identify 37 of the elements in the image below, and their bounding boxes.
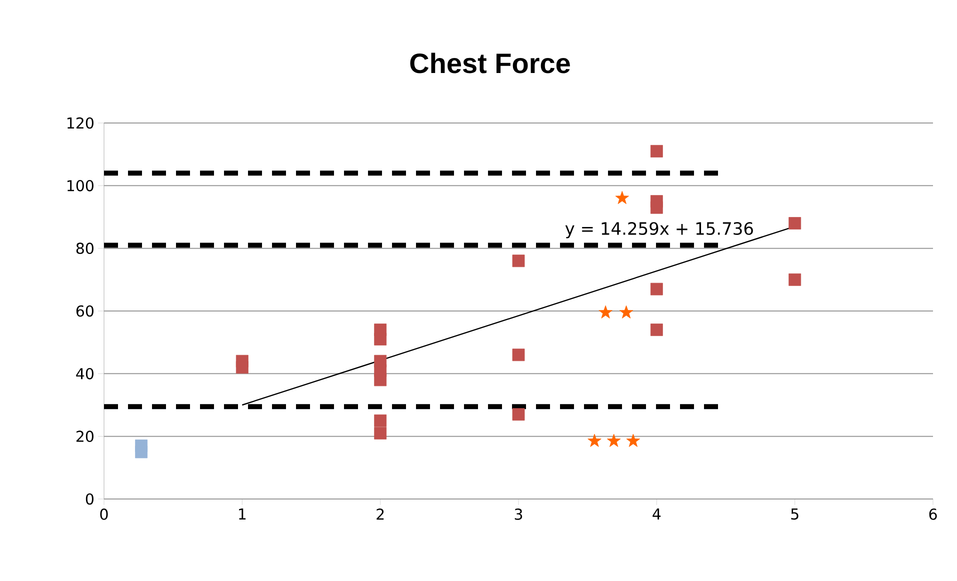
- x-tick-label: 5: [791, 508, 798, 520]
- x-tick-label: 3: [514, 508, 522, 520]
- point: [650, 144, 663, 158]
- point: [374, 414, 387, 427]
- y-tick-label: 60: [76, 305, 94, 317]
- point: [598, 305, 612, 318]
- point: [650, 282, 663, 296]
- point: [650, 201, 663, 214]
- y-tick-label: 120: [67, 117, 94, 129]
- chart-title: Chest Force: [410, 52, 570, 74]
- point: [588, 434, 602, 447]
- y-tick-label: 0: [86, 493, 94, 505]
- point: [135, 446, 148, 458]
- point: [619, 305, 634, 318]
- point: [374, 333, 387, 346]
- point: [788, 273, 802, 286]
- y-tick-label: 40: [76, 368, 94, 380]
- point: [626, 434, 640, 447]
- point: [788, 217, 802, 230]
- x-tick-label: 4: [652, 508, 661, 520]
- y-tick-label: 20: [76, 430, 94, 442]
- y-tick-label: 100: [67, 180, 94, 192]
- x-tick-label: 0: [100, 508, 108, 520]
- point: [374, 426, 387, 440]
- point: [615, 190, 629, 204]
- x-tick-label: 1: [239, 508, 246, 520]
- annotation: y = 14.259x + 15.736: [565, 222, 753, 238]
- point: [512, 348, 525, 362]
- point: [606, 434, 621, 447]
- point: [650, 324, 663, 336]
- x-tick-label: 2: [376, 508, 384, 520]
- x-tick-label: 6: [929, 508, 937, 520]
- y-tick-label: 80: [76, 242, 94, 254]
- point: [236, 361, 248, 374]
- point: [512, 254, 525, 268]
- point: [512, 408, 525, 421]
- point: [374, 374, 387, 386]
